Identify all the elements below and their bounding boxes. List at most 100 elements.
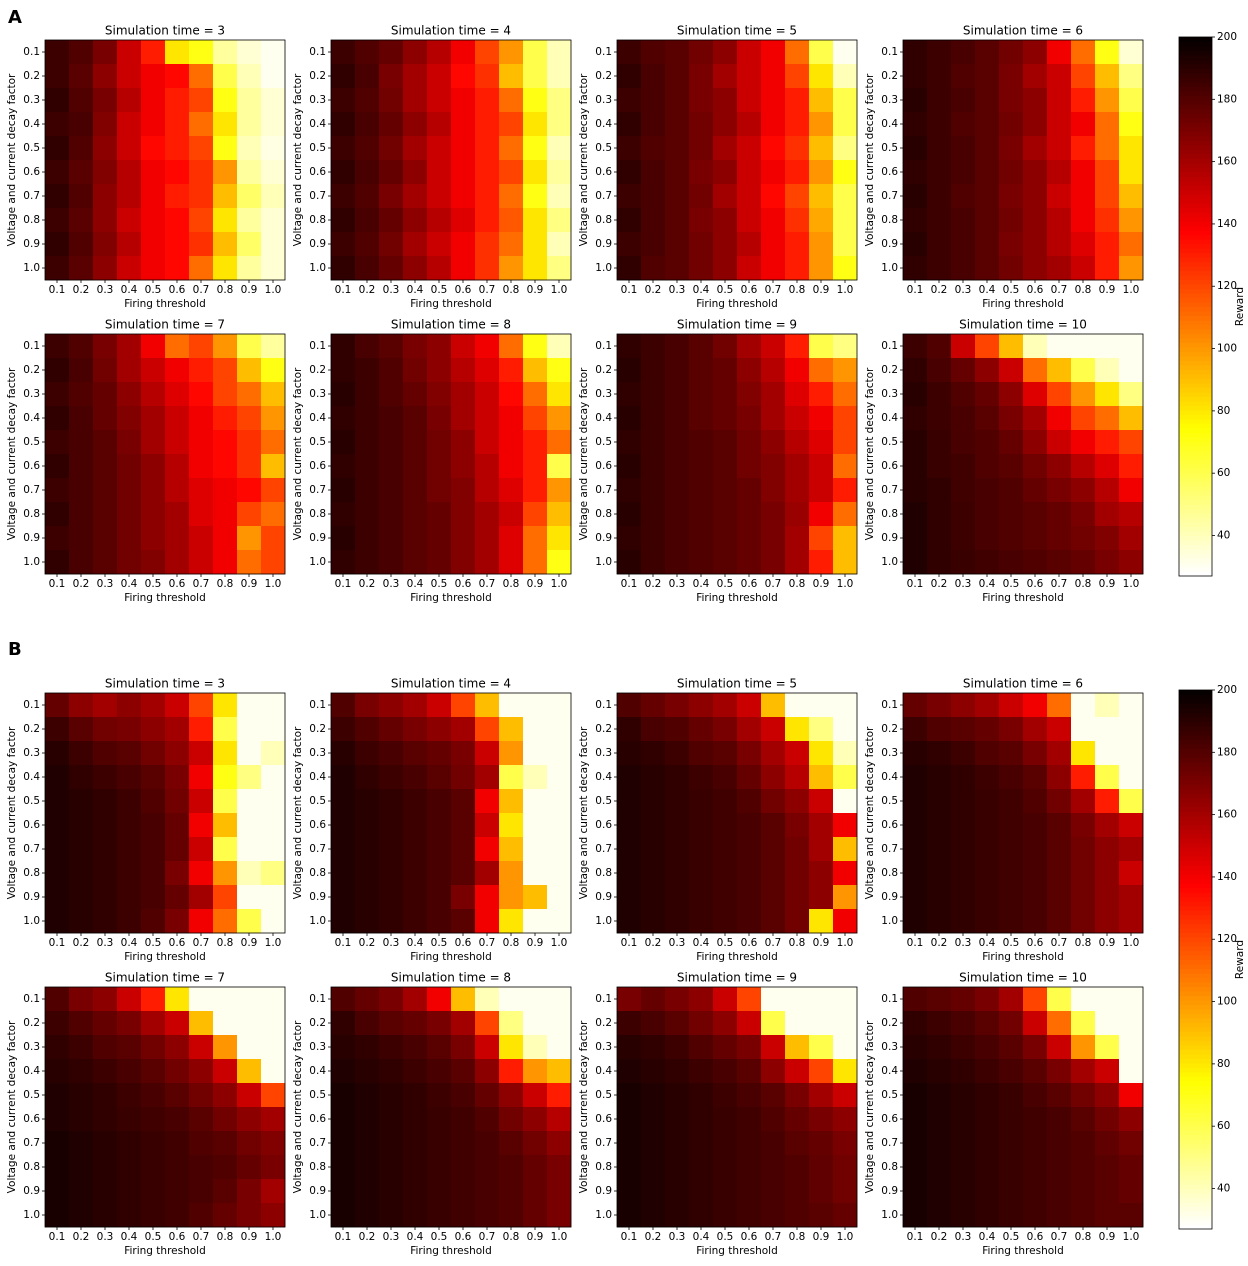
- heatmap-cell: [689, 861, 714, 886]
- heatmap-cell: [617, 987, 642, 1012]
- heatmap-cell: [45, 1059, 70, 1084]
- heatmap-cell: [665, 208, 690, 233]
- heatmap-cell: [93, 837, 118, 862]
- colorbar-swatch: [1179, 288, 1212, 294]
- heatmap-cell: [261, 208, 286, 233]
- colorbar-label: Reward: [1234, 940, 1246, 979]
- heatmap-cell: [427, 232, 452, 257]
- heatmap-cell: [427, 40, 452, 65]
- heatmap-cell: [689, 454, 714, 479]
- heatmap-cell: [403, 1059, 428, 1084]
- heatmap-cell: [641, 232, 666, 257]
- heatmap-cell: [689, 693, 714, 718]
- heatmap-cell: [903, 1083, 928, 1108]
- heatmap-cell: [641, 454, 666, 479]
- x-tick-label: 0.4: [121, 1231, 138, 1243]
- heatmap-cell: [713, 885, 738, 910]
- heatmap-cell: [689, 208, 714, 233]
- heatmap-cell: [689, 430, 714, 455]
- heatmap-cell: [927, 1155, 952, 1180]
- heatmap-cell: [689, 837, 714, 862]
- x-tick-label: 0.7: [765, 578, 782, 590]
- y-tick-label: 0.7: [309, 190, 326, 202]
- heatmap-cell: [69, 64, 94, 89]
- heatmap-cell: [1023, 502, 1048, 527]
- heatmap-cell: [189, 430, 214, 455]
- colorbar-swatch: [1179, 811, 1212, 817]
- heatmap-cell: [975, 40, 1000, 65]
- heatmap-cell: [261, 861, 286, 886]
- heatmap-cell: [523, 885, 548, 910]
- heatmap-cell: [451, 861, 476, 886]
- colorbar-swatch: [1179, 847, 1212, 853]
- x-axis-label: Firing threshold: [410, 298, 492, 310]
- colorbar-swatch: [1179, 477, 1212, 483]
- y-tick-label: 0.1: [881, 46, 898, 58]
- heatmap-cell: [665, 232, 690, 257]
- heatmap-cell: [1047, 1059, 1072, 1084]
- heatmap-cell: [1047, 430, 1072, 455]
- heatmap-cell: [523, 208, 548, 233]
- colorbar-swatch: [1179, 126, 1212, 132]
- heatmap-cell: [1047, 160, 1072, 185]
- heatmap-cell: [809, 208, 834, 233]
- y-tick-label: 0.9: [595, 891, 612, 903]
- y-tick-label: 0.6: [309, 166, 326, 178]
- heatmap-cell: [93, 1155, 118, 1180]
- heatmap-cell: [379, 885, 404, 910]
- y-tick-label: 0.1: [309, 340, 326, 352]
- heatmap-cell: [213, 454, 238, 479]
- heatmap-cell: [355, 208, 380, 233]
- heatmap-cell: [641, 789, 666, 814]
- heatmap-cell: [1119, 478, 1144, 503]
- heatmap-cell: [1095, 987, 1120, 1012]
- heatmap-cell: [93, 789, 118, 814]
- heatmap-cell: [189, 1107, 214, 1132]
- heatmap-cell: [761, 813, 786, 838]
- heatmap-cell: [69, 861, 94, 886]
- heatmap-cell: [833, 1131, 858, 1156]
- heatmap-cell: [951, 1035, 976, 1060]
- heatmap-cell: [737, 1059, 762, 1084]
- colorbar-swatch: [1179, 194, 1212, 200]
- colorbar-swatch: [1179, 144, 1212, 150]
- colorbar-swatch: [1179, 748, 1212, 754]
- colorbar-swatch: [1179, 690, 1212, 695]
- colorbar-swatch: [1179, 504, 1212, 510]
- heatmap-cell: [1047, 741, 1072, 766]
- heatmap-cell: [165, 502, 190, 527]
- heatmap-cell: [999, 789, 1024, 814]
- colorbar-swatch: [1179, 328, 1212, 334]
- y-tick-label: 0.9: [595, 1185, 612, 1197]
- heatmap-cell: [141, 112, 166, 137]
- heatmap-cell: [45, 406, 70, 431]
- heatmap-cell: [355, 550, 380, 575]
- heatmap-cell: [641, 861, 666, 886]
- heatmap-cell: [523, 717, 548, 742]
- heatmap-cell: [1095, 765, 1120, 790]
- heatmap-cell: [213, 789, 238, 814]
- heatmap-cell: [1071, 382, 1096, 407]
- y-tick-label: 0.8: [23, 1161, 40, 1173]
- heatmap-cell: [499, 1107, 524, 1132]
- heatmap-cell: [951, 478, 976, 503]
- heatmap-cell: [403, 789, 428, 814]
- heatmap-cell: [141, 909, 166, 934]
- colorbar-swatch: [1179, 360, 1212, 366]
- heatmap-cell: [475, 1107, 500, 1132]
- x-tick-label: 0.4: [121, 284, 138, 296]
- heatmap-cell: [45, 1131, 70, 1156]
- heatmap-cell: [523, 232, 548, 257]
- heatmap-cell: [833, 136, 858, 161]
- heatmap-cell: [189, 1035, 214, 1060]
- heatmap-cell: [141, 334, 166, 359]
- heatmap-cell: [331, 813, 356, 838]
- heatmap-cell: [975, 256, 1000, 281]
- heatmap-cell: [547, 885, 572, 910]
- heatmap-cell: [451, 256, 476, 281]
- heatmap-cell: [213, 1107, 238, 1132]
- heatmap-cell: [69, 1155, 94, 1180]
- heatmap-cell: [951, 454, 976, 479]
- heatmap-cell: [331, 1155, 356, 1180]
- heatmap-cell: [237, 765, 262, 790]
